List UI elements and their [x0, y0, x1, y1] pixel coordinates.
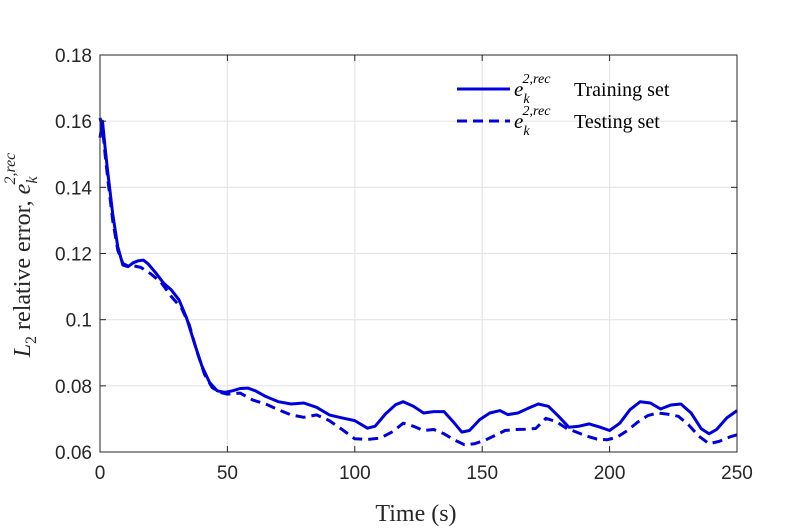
y-tick-label: 0.18	[55, 46, 92, 67]
series-lines	[98, 117, 738, 447]
y-axis-label: L2 relative error, ek2,rec	[2, 153, 41, 359]
axis-ticks: 0 50 100 150 200 250 0.06 0.08 0.1 0.12 0.14 0.16 0.…	[55, 46, 753, 484]
x-tick-label: 150	[466, 463, 498, 484]
y-tick-label: 0.16	[55, 112, 92, 133]
y-tick-label: 0.06	[55, 443, 92, 464]
y-tick-label: 0.1	[66, 311, 92, 332]
x-tick-label: 50	[217, 463, 238, 484]
y-tick-label: 0.14	[55, 178, 92, 199]
x-tick-label: 0	[95, 463, 106, 484]
legend-label-testing: Testing set	[574, 111, 660, 133]
series-line-testing	[98, 117, 738, 447]
x-axis-label: Time (s)	[375, 501, 456, 527]
series-line-training	[98, 119, 738, 436]
legend-symbol-training: ek2,rec	[514, 72, 551, 107]
y-tick-label: 0.12	[55, 245, 92, 266]
x-tick-label: 250	[721, 463, 753, 484]
legend-symbol-testing: ek2,rec	[514, 104, 551, 139]
x-tick-label: 200	[594, 463, 626, 484]
x-tick-label: 100	[339, 463, 371, 484]
y-tick-label: 0.08	[55, 377, 92, 398]
legend: ek2,rec Training set ek2,rec Testing set	[457, 72, 670, 139]
legend-label-training: Training set	[574, 79, 670, 101]
